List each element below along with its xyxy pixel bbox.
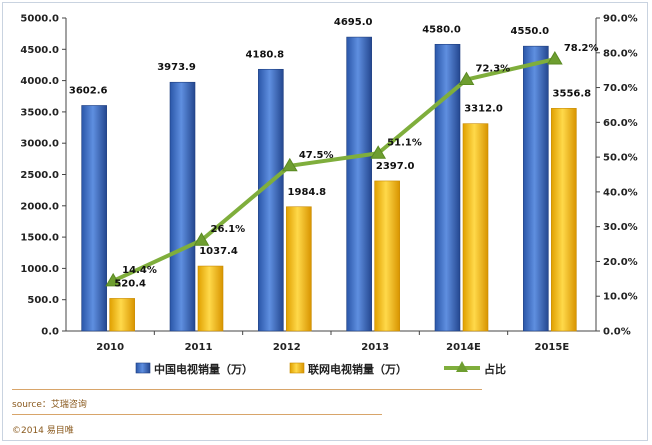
right-tick-label: 60.0% <box>603 118 638 129</box>
left-tick-label: 1000.0 <box>20 264 59 275</box>
tv-sales-data-label: 4550.0 <box>511 26 550 37</box>
footer-rule-top <box>12 389 482 390</box>
left-tick-label: 1500.0 <box>20 233 59 244</box>
share-point <box>458 71 475 86</box>
right-tick-label: 30.0% <box>603 222 638 233</box>
smart-tv-sales-bar <box>374 180 400 332</box>
share-point <box>546 51 563 65</box>
x-tick-label: 2010 <box>96 342 124 353</box>
smart-tv-sales-bar <box>462 123 489 332</box>
left-tick-label: 4000.0 <box>20 76 59 87</box>
smart-tv-sales-data-label: 1984.8 <box>288 187 327 198</box>
chart-frame <box>2 2 648 441</box>
right-tick-label: 80.0% <box>603 48 638 59</box>
share-line <box>112 57 556 283</box>
right-tick-label: 0.0% <box>603 327 631 338</box>
legend-label-smart-tv-sales: 联网电视销量（万） <box>308 362 407 376</box>
footer-rule-bottom <box>12 414 382 415</box>
left-tick-label: 4500.0 <box>20 45 59 56</box>
right-tick-label: 10.0% <box>603 292 638 303</box>
copyright-note: ©2014 易目唯 <box>12 426 74 436</box>
tv-sales-bar <box>81 105 107 332</box>
left-tick-label: 500.0 <box>27 295 59 306</box>
share-point <box>193 232 210 246</box>
tv-sales-bar <box>434 43 461 332</box>
tv-sales-data-label: 3973.9 <box>157 62 196 73</box>
smart-tv-sales-bar <box>197 265 224 332</box>
left-tick-label: 2500.0 <box>20 170 59 181</box>
x-tick-label: 2013 <box>361 342 389 353</box>
left-tick-label: 2000.0 <box>20 201 59 212</box>
tv-sales-bar <box>258 68 284 332</box>
left-tick-label: 3500.0 <box>20 107 59 118</box>
x-tick-label: 2015E <box>534 342 569 353</box>
x-tick-label: 2014E <box>446 342 481 353</box>
share-point <box>105 272 122 287</box>
tv-sales-data-label: 4580.0 <box>422 24 461 35</box>
smart-tv-sales-data-label: 2397.0 <box>376 161 415 172</box>
share-data-label: 47.5% <box>299 150 334 161</box>
legend-label-share: 占比 <box>484 362 506 376</box>
share-data-label: 72.3% <box>476 64 511 75</box>
source-note: source：艾瑞咨询 <box>12 400 87 410</box>
x-tick-label: 2012 <box>273 342 301 353</box>
x-tick-label: 2011 <box>185 342 213 353</box>
smart-tv-sales-bar <box>109 298 135 332</box>
tv-sales-bar <box>169 81 196 332</box>
smart-tv-sales-data-label: 3312.0 <box>464 104 503 115</box>
right-tick-label: 20.0% <box>603 257 638 268</box>
tv-sales-data-label: 4180.8 <box>246 49 285 60</box>
share-data-label: 78.2% <box>564 43 599 54</box>
left-tick-label: 0.0 <box>41 327 59 338</box>
tv-sales-data-label: 3602.6 <box>69 85 108 96</box>
left-tick-label: 3000.0 <box>20 139 59 150</box>
smart-tv-sales-data-label: 1037.4 <box>199 246 238 257</box>
legend-swatch-smart-tv-sales <box>289 362 305 374</box>
tv-sales-data-label: 4695.0 <box>334 17 373 28</box>
share-data-label: 26.1% <box>211 224 246 235</box>
tv-sales-bar <box>523 45 549 332</box>
smart-tv-sales-data-label: 520.4 <box>114 278 146 289</box>
smart-tv-sales-bar <box>551 108 577 332</box>
legend-label-tv-sales: 中国电视销量（万） <box>154 362 253 376</box>
share-point <box>281 157 298 172</box>
legend-swatch-share-marker <box>456 361 468 372</box>
right-tick-label: 40.0% <box>603 187 638 198</box>
legend-swatch-tv-sales <box>135 362 151 374</box>
left-tick-label: 5000.0 <box>20 14 59 25</box>
share-data-label: 14.4% <box>122 265 157 276</box>
right-tick-label: 90.0% <box>603 14 638 25</box>
right-tick-label: 70.0% <box>603 83 638 94</box>
right-tick-label: 50.0% <box>603 153 638 164</box>
tv-sales-bar <box>346 36 372 332</box>
smart-tv-sales-bar <box>286 206 312 332</box>
share-point <box>370 145 387 159</box>
smart-tv-sales-data-label: 3556.8 <box>553 88 592 99</box>
share-data-label: 51.1% <box>387 137 422 148</box>
